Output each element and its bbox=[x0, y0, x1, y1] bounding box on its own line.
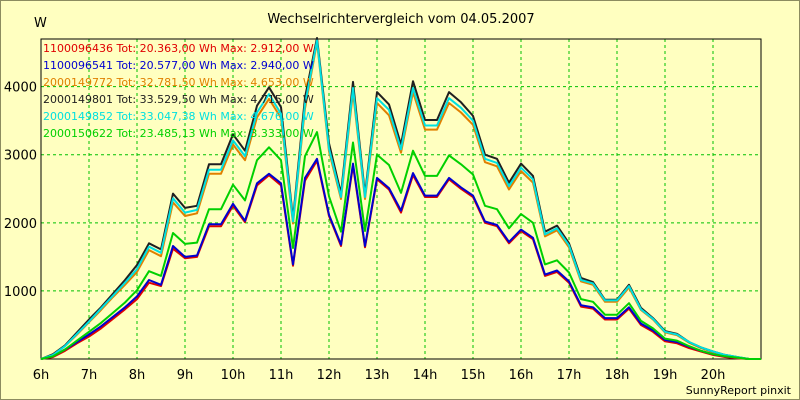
x-tick-label: 13h bbox=[365, 368, 390, 383]
x-axis-ticks: 6h 7h 8h 9h 10h 11h 12h 13h 14h 15h 16h 17h 18h 19h 20… bbox=[33, 368, 726, 383]
footer-credit: SunnyReport pinxit bbox=[686, 384, 792, 397]
legend-entry-2000150622: 2000150622 Tot: 23.485,13 Wh Max: 3.333,… bbox=[43, 127, 314, 140]
x-tick-label: 12h bbox=[317, 368, 342, 383]
legend-entry-2000149772: 2000149772 Tot: 32.781,50 Wh Max: 4.653,… bbox=[43, 76, 314, 89]
x-tick-label: 16h bbox=[509, 368, 534, 383]
y-tick-label: 4000 bbox=[4, 81, 37, 96]
x-tick-label: 9h bbox=[177, 368, 194, 383]
legend-entry-2000149852: 2000149852 Tot: 33.047,38 Wh Max: 4.676,… bbox=[43, 110, 314, 123]
y-tick-label: 1000 bbox=[4, 285, 37, 300]
x-tick-label: 18h bbox=[605, 368, 630, 383]
series-line-1100096541 bbox=[40, 157, 761, 360]
x-tick-label: 19h bbox=[653, 368, 678, 383]
series-line-1100096436 bbox=[40, 159, 761, 360]
series-lines bbox=[40, 37, 761, 360]
y-axis-ticks: 1000 2000 3000 4000 bbox=[4, 81, 37, 300]
plot-area-border bbox=[40, 38, 762, 360]
x-tick-label: 14h bbox=[413, 368, 438, 383]
legend-entry-1100096436: 1100096436 Tot: 20.363,00 Wh Max: 2.912,… bbox=[43, 42, 314, 55]
y-tick-label: 3000 bbox=[4, 149, 37, 164]
x-tick-label: 11h bbox=[269, 368, 294, 383]
legend-entry-1100096541: 1100096541 Tot: 20.577,00 Wh Max: 2.940,… bbox=[43, 59, 314, 72]
legend-entry-2000149801: 2000149801 Tot: 33.529,50 Wh Max: 4.715,… bbox=[43, 93, 314, 106]
chart-title: Wechselrichtervergleich vom 04.05.2007 bbox=[267, 12, 534, 27]
legend: 1100096436 Tot: 20.363,00 Wh Max: 2.912,… bbox=[43, 42, 314, 140]
x-tick-label: 7h bbox=[81, 368, 98, 383]
series-line-2000150622 bbox=[40, 131, 761, 360]
x-tick-label: 20h bbox=[701, 368, 726, 383]
x-tick-label: 15h bbox=[461, 368, 486, 383]
x-tick-label: 10h bbox=[221, 368, 246, 383]
x-tick-label: 17h bbox=[557, 368, 582, 383]
y-axis-unit-label: W bbox=[34, 16, 47, 31]
series-line-2000149772 bbox=[40, 41, 761, 360]
series-line-2000149852 bbox=[40, 39, 761, 360]
grid-lines bbox=[41, 39, 761, 359]
y-tick-label: 2000 bbox=[4, 217, 37, 232]
x-tick-label: 6h bbox=[33, 368, 50, 383]
x-tick-label: 8h bbox=[129, 368, 146, 383]
